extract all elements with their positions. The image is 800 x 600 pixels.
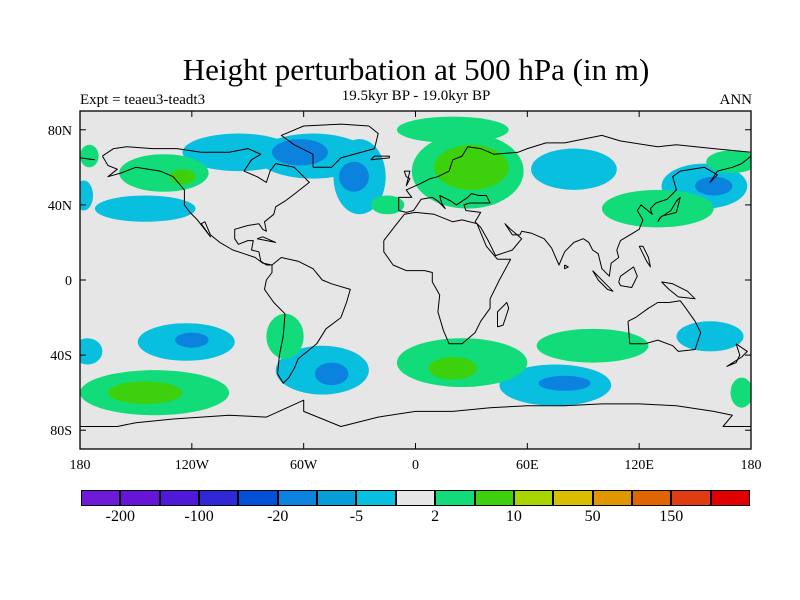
colorbar-box — [631, 490, 672, 506]
experiment-label: Expt = teaeu3-teadt3 — [80, 92, 206, 108]
colorbar-label: 2 — [431, 508, 440, 525]
coastline — [638, 245, 651, 268]
anomaly-region — [271, 139, 328, 166]
colorbar-box — [435, 490, 475, 506]
coastline — [398, 155, 751, 277]
coastline — [80, 399, 751, 427]
coastline — [256, 236, 277, 243]
colorbar-box — [81, 490, 121, 506]
colorbar-box — [317, 490, 357, 506]
coastline — [618, 266, 638, 288]
colorbar-label: 150 — [659, 508, 684, 525]
coastline — [661, 281, 696, 300]
y-tick-label: 40N — [48, 199, 72, 214]
coastline — [398, 134, 751, 211]
x-tick-label: 0 — [412, 458, 419, 473]
coastline — [264, 257, 351, 384]
anomaly-region — [107, 381, 183, 404]
coastline — [657, 196, 681, 223]
coastline — [403, 170, 411, 187]
coastline — [726, 343, 748, 367]
anomaly-region — [538, 375, 591, 391]
colorbar-box — [710, 490, 750, 506]
colorbar-label: -5 — [349, 508, 364, 525]
anomaly-region — [80, 338, 103, 365]
x-tick-label: 120W — [175, 458, 210, 473]
colorbar-label: 10 — [505, 508, 522, 525]
anomaly-region — [339, 161, 369, 192]
y-tick-label: 40S — [50, 349, 72, 364]
anomaly-region — [80, 180, 94, 211]
colorbar-box — [238, 490, 278, 506]
coastline — [383, 211, 512, 345]
anomaly-fields — [80, 116, 751, 416]
y-axis: 80N 40N 0 40S 80S — [48, 124, 751, 439]
coastline — [564, 264, 569, 270]
coastlines — [80, 123, 751, 427]
anomaly-region — [601, 189, 714, 228]
colorbar-box — [513, 490, 554, 506]
anomaly-region — [266, 313, 304, 359]
coastline — [627, 300, 702, 352]
y-tick-label: 80S — [50, 424, 72, 439]
coastline — [280, 123, 379, 168]
x-tick-label: 180 — [741, 458, 762, 473]
colorbar-box — [474, 490, 514, 506]
x-axis: 180 120W 60W 0 60E 120E 180 — [70, 111, 762, 473]
season-label: ANN — [719, 92, 753, 108]
x-tick-label: 60E — [516, 458, 539, 473]
colorbar-label: -200 — [105, 508, 136, 525]
y-tick-label: 0 — [65, 274, 72, 289]
anomaly-region — [434, 144, 509, 190]
anomaly-region — [94, 195, 196, 222]
colorbar-label: -100 — [184, 508, 214, 525]
colorbar-box — [356, 490, 396, 506]
colorbar-box — [159, 490, 200, 506]
x-tick-label: 120E — [624, 458, 654, 473]
anomaly-region — [314, 362, 349, 386]
colorbar — [81, 490, 750, 506]
anomaly-region — [730, 377, 751, 408]
anomaly-region — [706, 150, 751, 173]
colorbar-box — [120, 490, 160, 506]
colorbar-box — [395, 490, 436, 506]
map-subtitle: 19.5kyr BP - 19.0kyr BP — [341, 88, 491, 104]
colorbar-box — [592, 490, 632, 506]
colorbar-label: -20 — [267, 508, 289, 525]
colorbar-box — [671, 490, 711, 506]
anomaly-region — [80, 144, 99, 168]
y-tick-label: 80N — [48, 124, 72, 139]
coastline — [80, 157, 95, 161]
colorbar-box — [199, 490, 239, 506]
anomaly-region — [370, 195, 405, 215]
anomaly-region — [536, 328, 649, 363]
colorbar-label: 50 — [584, 508, 601, 525]
x-tick-label: 180 — [70, 458, 91, 473]
anomaly-region — [396, 116, 509, 143]
map-title: Height perturbation at 500 hPa (in m) — [182, 52, 650, 87]
coastline — [497, 302, 510, 328]
colorbar-box — [553, 490, 593, 506]
coastline — [370, 155, 390, 161]
anomaly-region — [175, 332, 209, 348]
coastline — [101, 146, 310, 266]
anomaly-region — [695, 176, 733, 196]
colorbar-box — [277, 490, 318, 506]
anomaly-region — [531, 148, 617, 190]
anomaly-region — [428, 356, 478, 380]
coastline — [592, 270, 614, 292]
x-tick-label: 60W — [290, 458, 318, 473]
anomaly-region — [676, 321, 744, 352]
